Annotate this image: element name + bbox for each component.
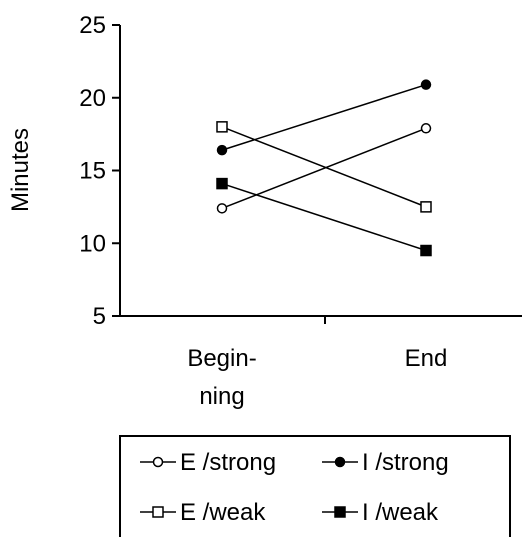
y-ticks: 5 10 15 20 25 [79,12,120,330]
legend: E /strong I /strong E /weak I /weak [119,435,511,537]
data-point [420,244,432,257]
legend-box [119,435,511,537]
legend-marker [152,456,164,468]
y-tick-label: 15 [79,158,106,185]
x-tick-labels: Begin-ning End [187,345,447,410]
data-point [420,201,432,213]
legend-marker [152,506,164,518]
series-line-1 [221,83,427,151]
y-axis-title: Minutes [7,128,34,212]
data-point [420,79,432,90]
legend-marker [334,506,346,518]
y-tick-label: 10 [79,230,106,257]
data-point [216,203,228,214]
series-lines [221,83,427,252]
data-point [216,121,228,133]
x-tick-label: Begin- [187,345,256,372]
series-line-3 [221,182,427,252]
x-tick-label: ning [199,383,244,410]
y-tick-label: 25 [79,12,106,39]
legend-label: E /weak [180,499,266,526]
legend-label: E /strong [180,449,276,476]
y-tick-label: 20 [79,85,106,112]
data-point [216,144,228,156]
legend-label: I /strong [362,449,449,476]
data-point [216,177,228,190]
legend-marker [334,456,346,468]
data-point [420,123,432,134]
x-tick-label: End [405,345,448,372]
series-markers [216,79,432,257]
axes [112,25,522,324]
series-line-2 [221,126,427,208]
legend-label: I /weak [362,499,439,526]
y-tick-label: 5 [93,303,106,330]
